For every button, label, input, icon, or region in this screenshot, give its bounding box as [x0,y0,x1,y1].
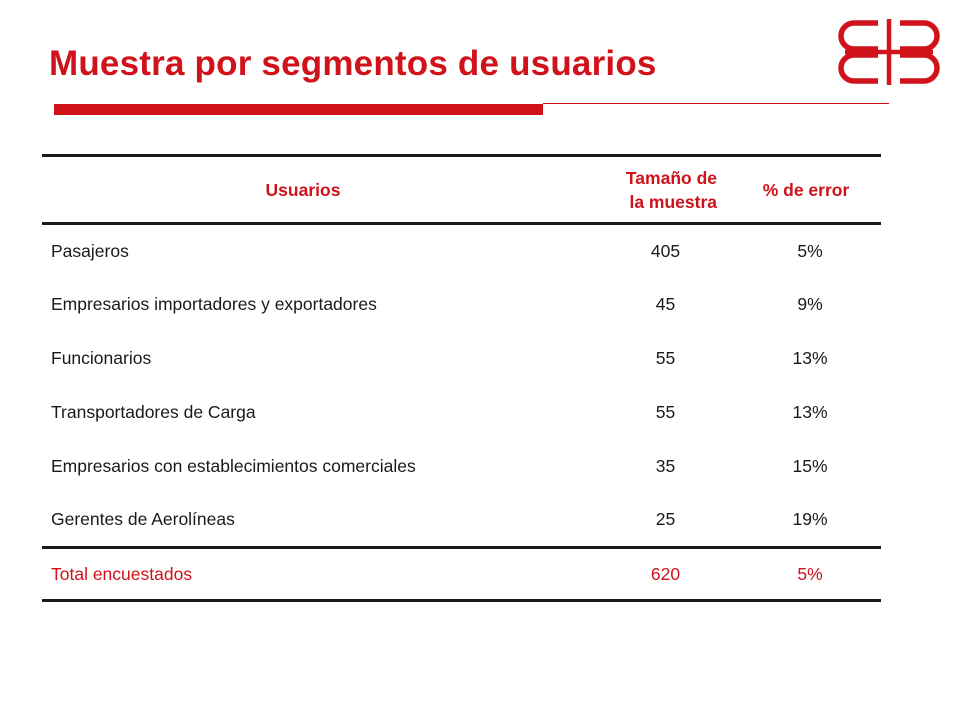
row-error: 13% [792,348,828,368]
row-error: 19% [792,509,828,530]
table-row: Empresarios importadores y exportadores … [42,278,881,332]
row-sample-size: 55 [655,402,676,422]
sample-table: Usuarios Tamaño de la muestra % de error… [42,154,881,602]
row-error: 13% [792,402,828,422]
total-error: 5% [797,563,823,584]
row-label: Empresarios con establecimientos comerci… [51,456,416,476]
row-sample-size: 405 [650,240,681,261]
slide-title: Muestra por segmentos de usuarios [49,44,657,83]
row-label: Pasajeros [51,240,129,261]
row-sample-size: 45 [655,294,676,314]
header-users: Usuarios [265,179,341,200]
row-label: Transportadores de Carga [51,402,256,422]
header-sample-size: Tamaño de la muestra [564,156,731,224]
table-row: Empresarios con establecimientos comerci… [42,440,881,494]
header-error: % de error [762,179,850,200]
row-sample-size: 35 [655,456,676,476]
table-header-row: Usuarios Tamaño de la muestra % de error [42,155,881,224]
title-underline-thick [54,104,543,115]
row-error: 9% [797,294,823,314]
table-row: Funcionarios 55 13% [42,332,881,386]
ccb-logo-icon [838,19,940,85]
total-sample-size: 620 [650,563,681,584]
header-sample-size-line1: Tamaño de [625,167,717,188]
row-error: 5% [797,240,823,261]
row-label: Empresarios importadores y exportadores [51,294,377,314]
total-label: Total encuestados [51,563,193,584]
title-underline-thin [543,103,889,104]
row-error: 15% [792,456,828,476]
table-total-row: Total encuestados 620 5% [42,547,881,601]
table-row: Gerentes de Aerolíneas 25 19% [42,494,881,548]
row-sample-size: 55 [655,348,676,368]
header-sample-size-line2: la muestra [629,191,717,212]
table-row: Transportadores de Carga 55 13% [42,386,881,440]
table-row: Pasajeros 405 5% [42,224,881,278]
row-label: Funcionarios [51,348,152,368]
sample-table-container: Usuarios Tamaño de la muestra % de error… [42,154,881,602]
row-sample-size: 25 [655,509,676,530]
row-label: Gerentes de Aerolíneas [51,509,235,530]
